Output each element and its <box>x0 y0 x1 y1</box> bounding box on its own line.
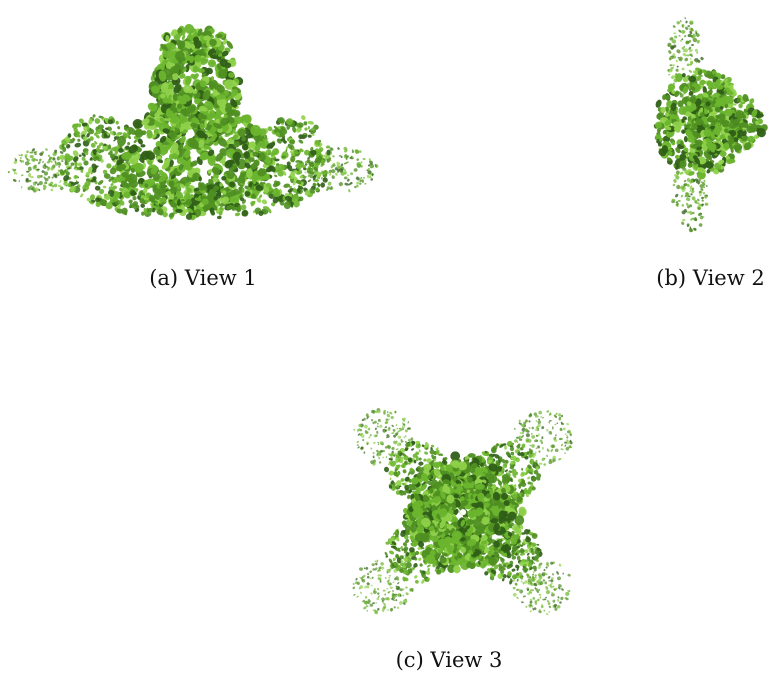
caption-view-3: (c) View 3 <box>395 648 503 672</box>
density-map-view-1-graphic <box>7 23 379 221</box>
density-map-view-2-graphic <box>653 17 768 233</box>
density-map-view-2 <box>645 8 770 236</box>
density-map-view-1 <box>5 20 380 225</box>
caption-view-2: (b) View 2 <box>656 266 765 290</box>
caption-view-1: (a) View 1 <box>149 266 257 290</box>
density-map-view-3 <box>345 400 580 625</box>
density-map-view-3-graphic <box>352 408 573 616</box>
